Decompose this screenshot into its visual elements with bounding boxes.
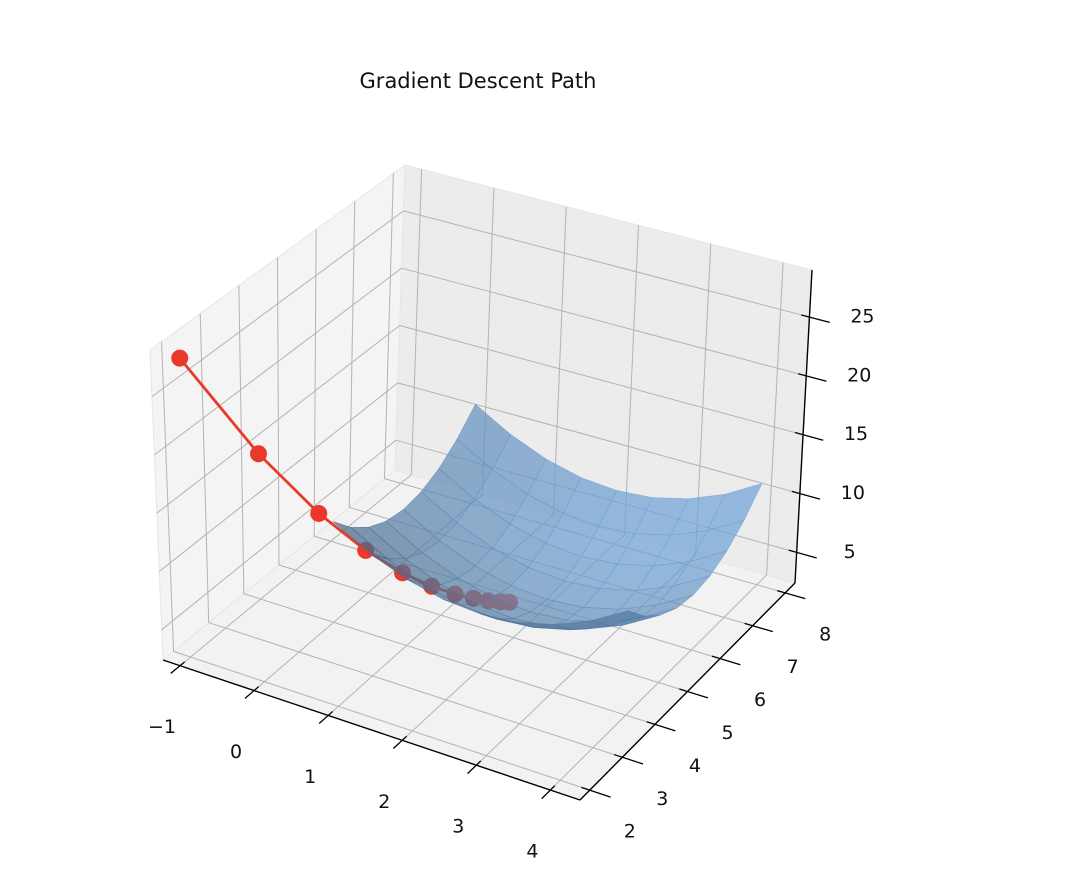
grid-line bbox=[401, 267, 807, 377]
grid-line bbox=[399, 325, 804, 436]
tick-mark bbox=[613, 753, 644, 765]
tick-mark bbox=[711, 655, 741, 666]
y-tick-label: 8 bbox=[819, 623, 831, 645]
grid-line bbox=[208, 622, 623, 758]
path-point bbox=[310, 504, 328, 522]
surface-patch bbox=[589, 610, 646, 627]
x-tick-label: 3 bbox=[452, 816, 464, 838]
grid-line bbox=[403, 210, 810, 318]
tick-mark bbox=[791, 490, 821, 500]
axis-line bbox=[162, 659, 581, 801]
y-tick-label: 7 bbox=[787, 656, 799, 678]
y-tick-label: 4 bbox=[689, 755, 701, 777]
tick-mark bbox=[244, 686, 260, 699]
x-tick-label: 0 bbox=[230, 741, 242, 763]
grid-line bbox=[766, 262, 784, 575]
x-tick-label: 1 bbox=[304, 766, 316, 788]
grid-line bbox=[397, 382, 800, 495]
tick-mark bbox=[679, 688, 709, 699]
tick-mark bbox=[467, 760, 482, 775]
y-tick-label: 3 bbox=[656, 788, 668, 810]
grid-line bbox=[156, 325, 401, 514]
z-tick-label: 5 bbox=[844, 541, 856, 563]
chart-title: Gradient Descent Path bbox=[360, 69, 597, 93]
tick-mark bbox=[744, 622, 774, 633]
tick-mark bbox=[797, 373, 827, 382]
z-tick-label: 15 bbox=[844, 423, 868, 445]
tick-mark bbox=[318, 710, 334, 724]
grid-line bbox=[161, 341, 175, 652]
tick-mark bbox=[392, 735, 408, 750]
grid-line bbox=[278, 564, 688, 692]
grid-line bbox=[151, 210, 404, 398]
x-tick-label: 2 bbox=[378, 791, 390, 813]
x-tick-label: 4 bbox=[526, 841, 538, 863]
path-point bbox=[249, 445, 267, 463]
tick-mark bbox=[170, 661, 186, 674]
axis-line bbox=[794, 269, 813, 584]
grid-line bbox=[173, 650, 590, 791]
y-tick-label: 5 bbox=[721, 722, 733, 744]
z-tick-label: 25 bbox=[850, 306, 874, 328]
grid-line bbox=[383, 173, 394, 479]
y-tick-label: 6 bbox=[754, 689, 766, 711]
grid-line bbox=[199, 313, 210, 623]
grid-line bbox=[410, 169, 423, 475]
grid-line bbox=[277, 257, 280, 566]
z-tick-label: 10 bbox=[841, 482, 865, 504]
grid-line bbox=[243, 593, 656, 725]
path-point bbox=[171, 349, 189, 367]
x-tick-label: −1 bbox=[148, 716, 176, 738]
tick-mark bbox=[646, 721, 676, 732]
grid-line bbox=[623, 225, 640, 535]
grid-line bbox=[161, 439, 397, 631]
tick-mark bbox=[794, 431, 824, 441]
grid-line bbox=[154, 267, 402, 456]
grid-line bbox=[552, 206, 567, 515]
grid-line bbox=[158, 382, 399, 572]
tick-mark bbox=[777, 589, 806, 600]
grid-line bbox=[348, 201, 356, 508]
tick-mark bbox=[541, 785, 556, 800]
tick-mark bbox=[801, 314, 830, 324]
y-tick-label: 2 bbox=[624, 821, 636, 843]
tick-mark bbox=[581, 786, 611, 798]
grid-line bbox=[313, 229, 317, 537]
tick-mark bbox=[788, 549, 817, 559]
z-tick-label: 20 bbox=[847, 364, 871, 386]
grid-line bbox=[238, 285, 245, 594]
